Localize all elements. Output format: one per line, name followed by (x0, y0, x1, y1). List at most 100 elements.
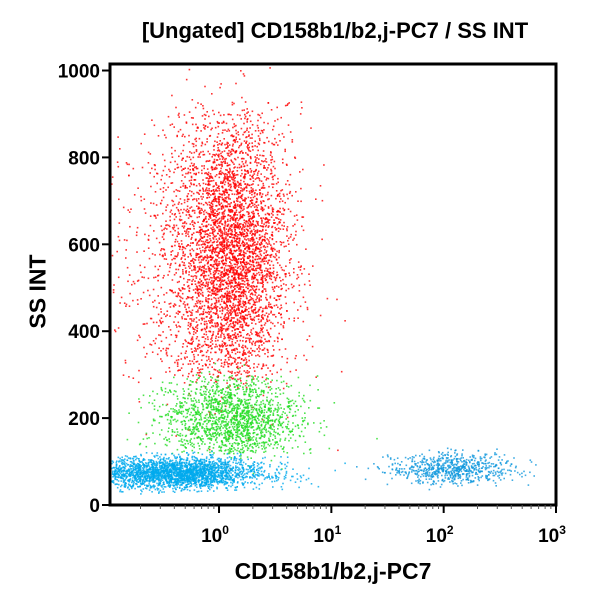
data-point (283, 208, 286, 211)
data-point (223, 361, 226, 364)
data-point (336, 298, 338, 301)
data-point (297, 309, 299, 311)
data-point (245, 136, 247, 139)
data-point (243, 221, 246, 224)
data-point (210, 256, 212, 258)
data-point (232, 302, 235, 305)
data-point (256, 177, 258, 179)
data-point (257, 413, 260, 415)
data-point (261, 235, 264, 238)
data-point (273, 160, 276, 163)
data-point (251, 298, 254, 300)
data-point (225, 197, 227, 200)
data-point (224, 191, 227, 193)
data-point (325, 426, 328, 428)
data-point (226, 179, 229, 182)
data-point (252, 223, 255, 226)
data-point (213, 270, 216, 272)
data-point (265, 158, 267, 160)
data-point (251, 234, 253, 236)
data-point (160, 350, 162, 352)
data-point (239, 351, 241, 354)
data-point (228, 193, 230, 196)
data-point (259, 331, 261, 334)
data-point (213, 161, 216, 164)
data-point (213, 305, 216, 308)
data-point (289, 190, 292, 193)
data-point (219, 279, 221, 281)
data-point (220, 350, 223, 353)
data-point (163, 438, 165, 440)
data-point (262, 307, 264, 310)
data-point (199, 238, 202, 241)
data-point (232, 427, 235, 430)
data-point (224, 274, 227, 277)
data-point (245, 341, 247, 343)
data-point (212, 274, 215, 276)
data-point (258, 297, 261, 299)
data-point (220, 336, 222, 338)
data-point (128, 174, 130, 177)
data-point (176, 398, 179, 400)
data-point (223, 300, 225, 303)
data-point (207, 126, 209, 128)
data-point (248, 263, 251, 266)
data-point (275, 299, 278, 302)
data-point (235, 219, 237, 221)
data-point (261, 207, 264, 210)
data-point (200, 418, 203, 421)
data-point (282, 326, 285, 329)
data-point (205, 300, 208, 303)
data-point (199, 212, 201, 215)
data-point (236, 322, 239, 325)
data-point (177, 359, 180, 361)
data-point (208, 313, 210, 315)
data-point (238, 254, 241, 256)
data-point (261, 274, 264, 276)
data-point (243, 208, 245, 210)
data-points (111, 67, 537, 495)
data-point (257, 354, 259, 356)
data-point (244, 199, 246, 201)
data-point (161, 236, 164, 238)
data-point (161, 199, 163, 202)
data-point (190, 117, 193, 119)
data-point (237, 444, 239, 446)
data-point (171, 213, 174, 215)
data-point (156, 393, 159, 395)
data-point (247, 238, 249, 240)
data-point (193, 172, 195, 175)
data-point (210, 128, 212, 131)
data-point (257, 162, 260, 164)
data-point (210, 176, 212, 179)
data-point (249, 227, 251, 230)
data-point (205, 114, 207, 117)
data-point (252, 212, 254, 215)
data-point (211, 277, 213, 279)
data-point (247, 144, 249, 146)
data-point (256, 164, 258, 167)
data-point (219, 371, 221, 373)
data-point (182, 415, 185, 418)
data-point (219, 228, 222, 230)
data-point (226, 306, 228, 309)
data-point (240, 190, 242, 192)
data-point (232, 304, 234, 307)
data-point (217, 218, 220, 221)
data-point (279, 264, 281, 267)
data-point (210, 298, 213, 301)
data-point (221, 266, 223, 269)
data-point (207, 301, 210, 304)
data-point (216, 214, 218, 217)
data-point (271, 158, 274, 161)
data-point (162, 254, 164, 256)
data-point (252, 280, 255, 283)
data-point (260, 129, 263, 132)
data-point (239, 278, 242, 280)
data-point (254, 130, 257, 132)
data-point (267, 206, 270, 208)
data-point (219, 242, 221, 245)
data-point (209, 326, 212, 329)
data-point (165, 315, 167, 318)
data-point (205, 270, 208, 273)
